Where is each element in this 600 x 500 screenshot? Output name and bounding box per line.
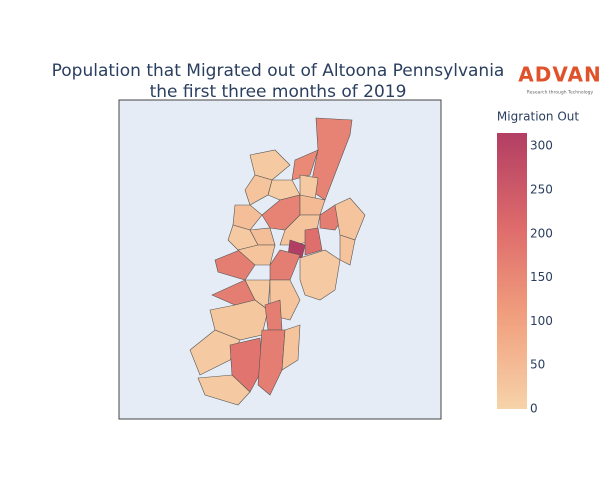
colorbar-tick-label: 150 (530, 270, 553, 284)
title-line: Population that Migrated out of Altoona … (52, 61, 505, 81)
region (214, 249, 256, 281)
region (249, 149, 291, 181)
region (197, 374, 251, 406)
region (232, 204, 263, 231)
region (281, 324, 301, 371)
colorbar-tick-label: 100 (530, 314, 553, 328)
colorbar-tick-label: 250 (530, 182, 553, 196)
title-line: the first three months of 2019 (150, 82, 407, 102)
region (299, 249, 341, 301)
colorbar-tick-label: 0 (530, 402, 538, 416)
region (339, 234, 356, 266)
region (269, 249, 301, 281)
colorbar-tick-label: 300 (530, 139, 553, 153)
region (291, 149, 319, 181)
colorbar-title: Migration Out (497, 110, 579, 124)
region (244, 174, 273, 206)
region (264, 299, 283, 331)
logo-tagline: Research through Technology (527, 90, 594, 96)
region (304, 227, 323, 256)
region (237, 244, 276, 266)
region (257, 329, 286, 396)
colorbar-tick-label: 50 (530, 358, 545, 372)
logo-text: ADVAN (518, 63, 600, 87)
colorbar-tick-label: 200 (530, 226, 553, 240)
region (334, 197, 366, 241)
region (229, 337, 263, 393)
colorbar (497, 133, 527, 409)
